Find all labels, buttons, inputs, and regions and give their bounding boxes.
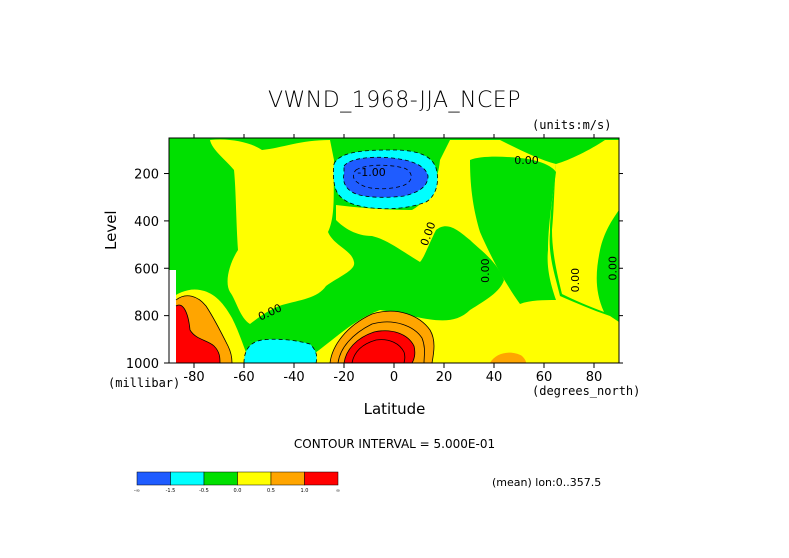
colorbar-swatch xyxy=(136,471,171,486)
x-tick-label: 40 xyxy=(486,370,503,385)
colorbar-label: -1.5 xyxy=(166,488,176,494)
y-tick-label: 800 xyxy=(134,310,159,325)
x-tick-label: 0 xyxy=(390,370,398,385)
positive-strong-region xyxy=(176,305,220,363)
contour-label: 0.00 xyxy=(514,154,539,167)
x-tick-label: 80 xyxy=(586,370,603,385)
y-tick-label: 600 xyxy=(134,262,159,277)
colorbar-swatch xyxy=(304,471,339,486)
positive-strong-region xyxy=(344,330,415,363)
colorbar-swatch xyxy=(237,471,272,486)
units-note: (units:m/s) xyxy=(532,118,612,132)
colorbar-label: 0.5 xyxy=(267,488,275,494)
positive-strong-region xyxy=(490,352,526,363)
negative-region xyxy=(244,339,317,363)
negative-strong-region xyxy=(343,157,428,198)
below-ground-mask xyxy=(169,270,176,363)
contour-lines xyxy=(175,149,438,363)
y-tick-label: 1000 xyxy=(126,357,159,372)
neutral-negative-region xyxy=(355,289,384,299)
x-tick-label: -80 xyxy=(183,370,204,385)
x-tick-label: -20 xyxy=(333,370,354,385)
x-axis-unit: (degrees_north) xyxy=(532,384,641,398)
positive-region xyxy=(210,139,355,324)
colorbar-label: 0.0 xyxy=(234,488,242,494)
colorbar-label: 1.0 xyxy=(301,488,309,494)
colorbar-label: ∞ xyxy=(336,488,340,494)
colorbar-swatch xyxy=(203,471,238,486)
filled-contour-field xyxy=(169,138,619,363)
x-axis-label: Latitude xyxy=(363,400,426,418)
axes: -80 -60 -40 -20 0 20 40 60 80 200 400 600 800 1000 xyxy=(126,134,623,385)
colorbar-swatch xyxy=(170,471,205,486)
mean-longitude-note: (mean) lon:0..357.5 xyxy=(492,476,602,489)
x-tick-label: 20 xyxy=(436,370,453,385)
x-tick-label: 60 xyxy=(536,370,553,385)
x-tick-label: -60 xyxy=(233,370,254,385)
colorbar-swatch xyxy=(270,471,305,486)
contour-label: -1.00 xyxy=(357,166,385,179)
y-axis-unit: (millibar) xyxy=(108,376,181,390)
colorbar-label: -∞ xyxy=(134,488,140,494)
contour-interval-note: CONTOUR INTERVAL = 5.000E-01 xyxy=(293,437,496,451)
contour-label: 0.00 xyxy=(479,258,492,283)
colorbar: -∞ -1.5 -0.5 0.0 0.5 1.0 ∞ xyxy=(134,471,340,494)
colorbar-label: -0.5 xyxy=(199,488,209,494)
positive-region xyxy=(552,140,619,312)
contour-label: 0.00 xyxy=(569,268,582,293)
y-tick-label: 400 xyxy=(134,215,159,230)
x-tick-label: -40 xyxy=(283,370,304,385)
chart-title: VWND_1968-JJA_NCEP xyxy=(268,88,521,113)
y-tick-label: 200 xyxy=(134,168,159,183)
contour-label: 0.00 xyxy=(607,256,620,281)
neutral-negative-region xyxy=(470,156,556,304)
